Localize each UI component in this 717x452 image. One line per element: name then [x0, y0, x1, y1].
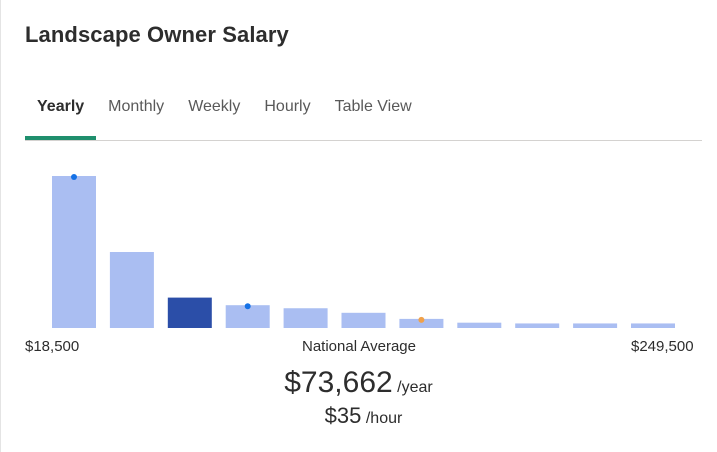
average-hourly: $35 /hour — [0, 403, 717, 429]
average-yearly: $73,662 /year — [0, 366, 717, 400]
axis-min-label: $18,500 — [25, 338, 80, 355]
salary-bar[interactable] — [109, 252, 154, 328]
page-title: Landscape Owner Salary — [25, 22, 289, 47]
axis-mid-label: National Average — [302, 338, 416, 355]
data-marker — [71, 174, 77, 180]
tab-yearly[interactable]: Yearly — [25, 96, 97, 140]
average-yearly-value: $73,662 — [284, 366, 393, 399]
tabs-divider — [25, 140, 702, 141]
average-hourly-value: $35 — [324, 403, 362, 428]
salary-bar[interactable] — [225, 305, 270, 328]
salary-bar[interactable] — [52, 176, 96, 328]
salary-bar[interactable] — [573, 323, 618, 328]
salary-bar[interactable] — [283, 308, 328, 328]
data-marker — [244, 303, 251, 310]
salary-bar[interactable] — [631, 323, 675, 328]
salary-distribution-chart — [52, 174, 675, 328]
axis-max-label: $249,500 — [631, 338, 694, 355]
salary-bar[interactable] — [515, 323, 560, 328]
tab-monthly[interactable]: Monthly — [108, 98, 165, 115]
salary-bar[interactable] — [457, 322, 502, 328]
salary-bar[interactable] — [341, 312, 386, 328]
period-tabs: Yearly Monthly Weekly Hourly Table View — [25, 96, 717, 140]
tab-weekly[interactable]: Weekly — [188, 98, 241, 115]
tab-hourly[interactable]: Hourly — [264, 98, 311, 115]
card-border — [0, 0, 1, 452]
tab-table-view[interactable]: Table View — [334, 98, 412, 115]
average-hourly-unit: /hour — [365, 410, 403, 427]
salary-bar[interactable] — [399, 318, 444, 328]
salary-bar[interactable] — [167, 297, 212, 328]
average-yearly-unit: /year — [397, 379, 433, 396]
average-marker — [418, 316, 425, 323]
